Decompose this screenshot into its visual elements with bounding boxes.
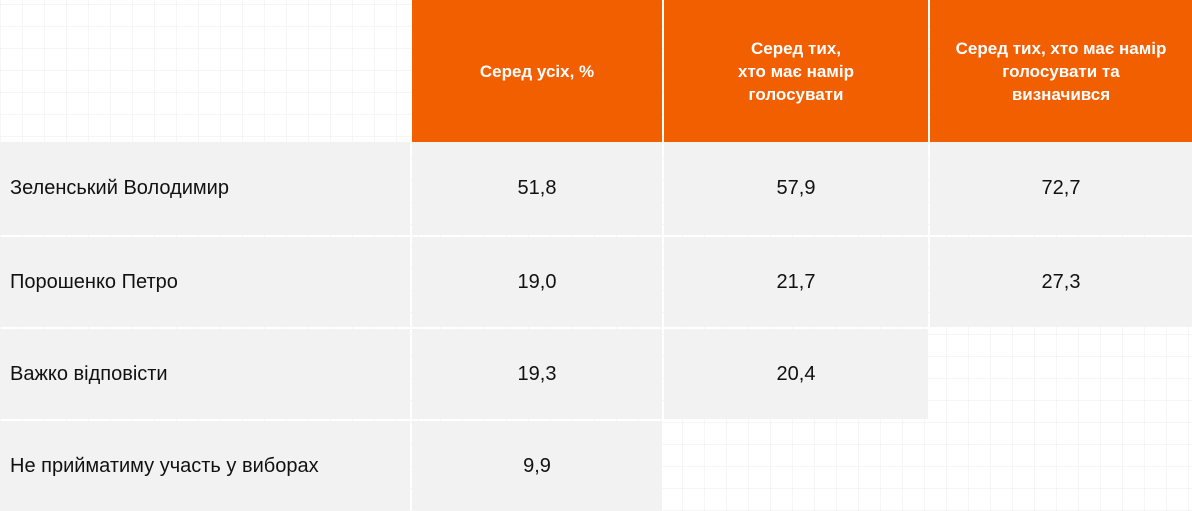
value-cell: 57,9 [664, 142, 928, 235]
header-cell: Серед тих, хто має намір голосувати та в… [930, 0, 1192, 142]
row-label: Не прийматиму участь у виборах [0, 421, 410, 511]
value-cell: 72,7 [930, 142, 1192, 235]
value-cell: 21,7 [664, 237, 928, 327]
row-label: Зеленський Володимир [0, 142, 410, 235]
value-cell: 51,8 [412, 142, 662, 235]
row-label: Порошенко Петро [0, 237, 410, 327]
value-cell: 27,3 [930, 237, 1192, 327]
value-cell: 9,9 [412, 421, 662, 511]
value-cell: 19,3 [412, 329, 662, 419]
value-cell: 19,0 [412, 237, 662, 327]
header-cell: Серед тих, хто має намір голосувати [664, 0, 928, 142]
value-cell: 20,4 [664, 329, 928, 419]
header-cell: Серед усіх, % [412, 0, 662, 142]
row-label: Важко відповісти [0, 329, 410, 419]
